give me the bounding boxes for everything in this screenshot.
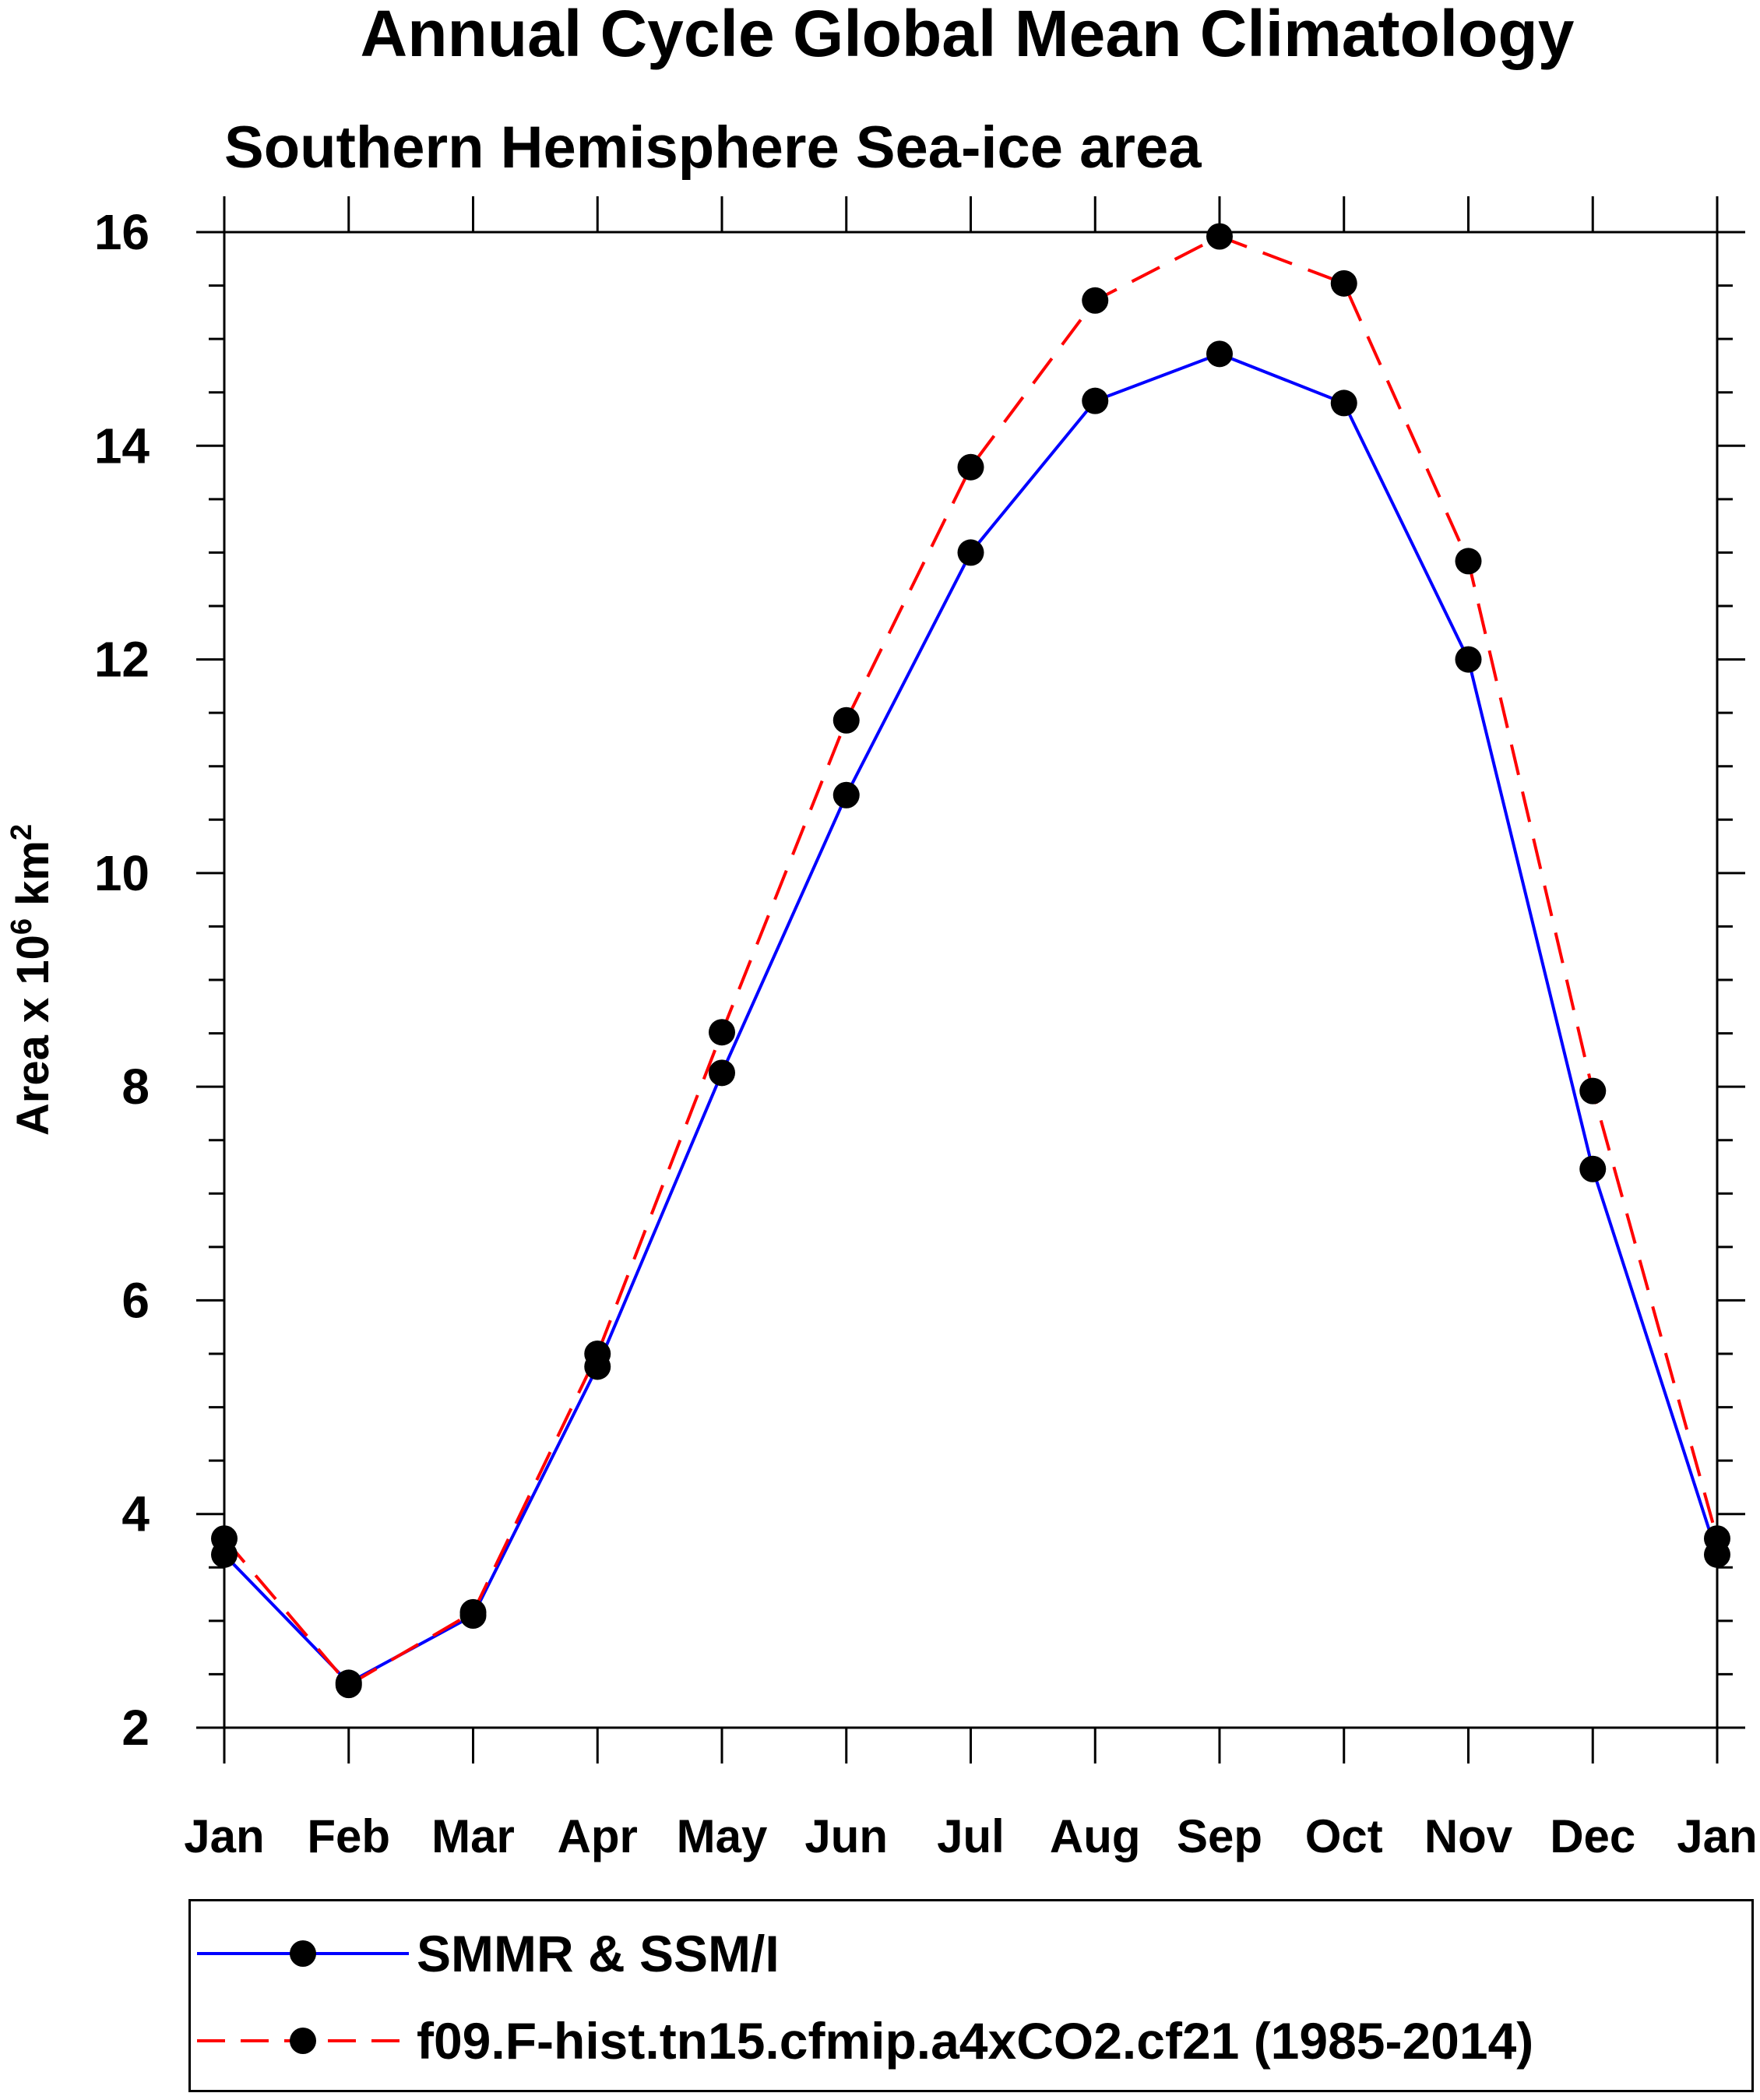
series-0-point — [1579, 1155, 1607, 1182]
x-tick-label: Feb — [307, 1810, 390, 1862]
x-tick-label: May — [677, 1810, 768, 1862]
x-tick-label: Jun — [804, 1810, 888, 1862]
legend-label-model: f09.F-hist.tn15.cfmip.a4xCO2.cf21 (1985-… — [417, 2012, 1534, 2070]
x-tick-label: Sep — [1177, 1810, 1262, 1862]
series-0-point — [1455, 646, 1482, 673]
y-tick-label: 14 — [94, 418, 150, 474]
series-1-point — [584, 1341, 611, 1367]
chart-title: Annual Cycle Global Mean Climatology — [361, 0, 1575, 70]
x-tick-label: Aug — [1050, 1810, 1141, 1862]
x-tick-label: Nov — [1424, 1810, 1513, 1862]
series-1-point — [1082, 287, 1109, 314]
x-tick-label: Jul — [937, 1810, 1005, 1862]
x-tick-label: Dec — [1550, 1810, 1635, 1862]
y-tick-label: 2 — [121, 1700, 150, 1756]
plot-area: 2 4 6 8 10 12 14 16 Jan Feb Mar Apr May Jun Jul Aug Sep O… — [94, 196, 1758, 1862]
x-tick-label: Jan — [1677, 1810, 1757, 1862]
y-tick-label: 8 — [121, 1059, 150, 1115]
series-1-point — [335, 1672, 362, 1699]
series-line-1 — [223, 234, 1719, 1687]
x-tick-label: Oct — [1305, 1810, 1383, 1862]
series-1-point — [832, 706, 860, 734]
series-0-point — [1082, 387, 1109, 414]
y-tick-label: 16 — [94, 204, 150, 260]
series-1-point — [1206, 223, 1233, 250]
legend-line-solid-icon — [197, 1940, 409, 1967]
series-1-point — [459, 1598, 487, 1626]
series-1-point — [1330, 270, 1357, 297]
x-tick-label: Apr — [558, 1810, 638, 1862]
series-0-point — [1330, 389, 1357, 417]
legend-entry-model: f09.F-hist.tn15.cfmip.a4xCO2.cf21 (1985-… — [191, 1998, 1751, 2084]
y-tick-label: 6 — [121, 1272, 150, 1328]
legend-entry-smmr: SMMR & SSM/I — [191, 1911, 1751, 1996]
legend-label-smmr: SMMR & SSM/I — [417, 1925, 780, 1982]
series-1-point — [1704, 1525, 1730, 1552]
y-tick-label: 10 — [94, 845, 150, 901]
line-chart: Annual Cycle Global Mean Climatology Sou… — [5, 0, 1758, 1862]
series-1-point — [957, 453, 984, 481]
y-axis-label: Area x 106 km2 — [5, 824, 58, 1136]
x-tick-label: Mar — [431, 1810, 515, 1862]
series-0-point — [1206, 340, 1233, 368]
y-tick-label: 4 — [121, 1486, 150, 1542]
series-0-point — [832, 781, 860, 809]
series-1-point — [211, 1525, 238, 1552]
chart-subtitle: Southern Hemisphere Sea-ice area — [224, 115, 1202, 181]
legend: SMMR & SSM/I f09.F-hist.tn15.cfmip.a4xCO… — [188, 1899, 1754, 2092]
series-1-point — [1455, 548, 1482, 575]
legend-line-dashed-icon — [197, 2028, 409, 2054]
y-tick-label: 12 — [94, 632, 150, 688]
series-1-point — [709, 1019, 735, 1046]
series-0-point — [709, 1059, 735, 1087]
series-1-point — [1579, 1077, 1607, 1105]
series-0-point — [957, 539, 984, 566]
x-tick-label: Jan — [184, 1810, 264, 1862]
